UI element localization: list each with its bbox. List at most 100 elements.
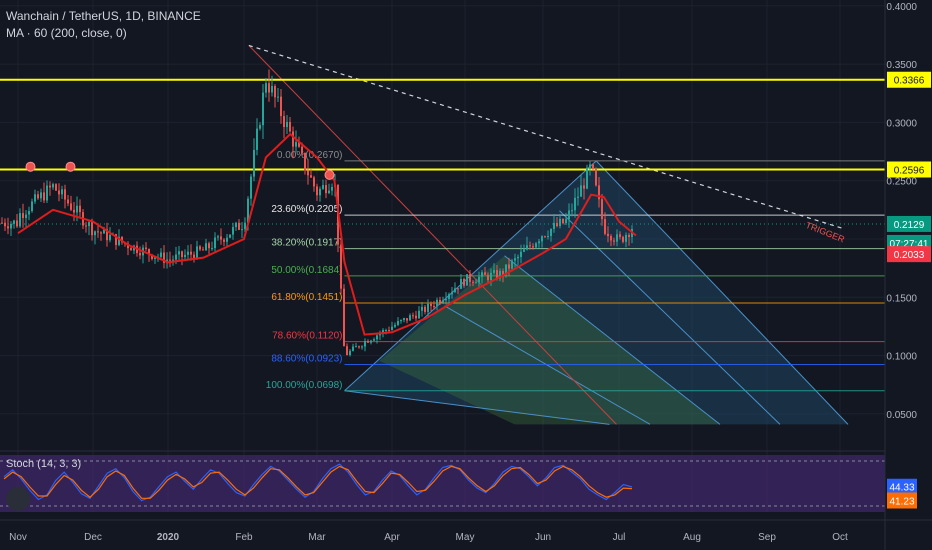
- candle-body: [244, 222, 246, 230]
- candle-body: [274, 86, 276, 98]
- time-tick-label: Aug: [683, 532, 701, 543]
- time-tick-label: Dec: [84, 532, 102, 543]
- candle-body: [79, 205, 81, 213]
- channel-line-red: [248, 45, 617, 425]
- fib-zone-green: [379, 255, 720, 425]
- candle-body: [460, 278, 462, 289]
- candle-body: [295, 142, 297, 147]
- time-tick-label: Sep: [758, 532, 776, 543]
- candle-body: [25, 214, 27, 218]
- candle-body: [241, 229, 243, 231]
- candle-body: [562, 218, 564, 224]
- candle-body: [169, 259, 171, 261]
- candle-body: [376, 335, 378, 340]
- candle-body: [247, 198, 249, 223]
- fib-fan-line: [595, 160, 849, 425]
- tradingview-logo-icon[interactable]: [6, 487, 30, 511]
- candle-body: [505, 264, 507, 276]
- candle-body: [610, 236, 612, 241]
- candle-body: [607, 233, 609, 237]
- candle-body: [388, 330, 390, 332]
- fib-fan-line: [344, 390, 610, 425]
- fib-level-label: 0.00%(0.2670): [277, 150, 343, 161]
- candle-body: [88, 222, 90, 227]
- time-tick-label: Nov: [9, 532, 27, 543]
- candle-body: [535, 243, 537, 248]
- candle-body: [16, 220, 18, 227]
- price-axis-bg: [885, 0, 932, 550]
- candle-body: [568, 210, 570, 220]
- candle-body: [619, 234, 621, 237]
- candle-body: [43, 192, 45, 201]
- candle-body: [208, 243, 210, 249]
- candle-body: [445, 298, 447, 301]
- fib-fan-line: [504, 255, 721, 425]
- candle-body: [220, 236, 222, 240]
- indicator-legend[interactable]: MA · 60 (200, close, 0): [6, 26, 127, 40]
- candle-body: [181, 251, 183, 257]
- candle-body: [457, 288, 459, 290]
- candle-body: [598, 185, 600, 200]
- candle-body: [13, 220, 15, 224]
- candle-body: [430, 303, 432, 307]
- candle-body: [373, 339, 375, 341]
- candle-body: [550, 228, 552, 236]
- candle-body: [10, 223, 12, 229]
- candle-body: [250, 176, 252, 199]
- fib-level-label: 50.00%(0.1684): [271, 265, 342, 276]
- fib-level-label: 100.00%(0.0698): [266, 380, 343, 391]
- stoch-k-tag: 44.33: [889, 483, 914, 494]
- candle-body: [97, 231, 99, 233]
- candle-body: [364, 341, 366, 347]
- candle-body: [115, 234, 117, 245]
- candle-body: [490, 272, 492, 281]
- candle-body: [268, 83, 270, 93]
- candle-body: [532, 246, 534, 248]
- time-tick-label: Jul: [613, 532, 626, 543]
- candle-body: [529, 245, 531, 247]
- candle-body: [508, 264, 510, 269]
- candle-body: [511, 260, 513, 269]
- time-tick-label: Oct: [832, 532, 848, 543]
- candle-body: [589, 164, 591, 168]
- candle-body: [160, 252, 162, 257]
- candle-body: [343, 288, 345, 347]
- candle-body: [172, 259, 174, 261]
- candle-body: [379, 333, 381, 336]
- candle-body: [586, 167, 588, 189]
- candle-body: [433, 306, 435, 308]
- candle-body: [571, 210, 573, 212]
- candle-body: [538, 241, 540, 244]
- candle-body: [52, 184, 54, 188]
- candle-body: [592, 164, 594, 169]
- candle-body: [262, 92, 264, 126]
- candle-body: [475, 282, 477, 284]
- candle-body: [481, 272, 483, 277]
- candle-body: [238, 222, 240, 230]
- candle-body: [472, 281, 474, 283]
- candle-body: [289, 122, 291, 132]
- candle-body: [4, 222, 6, 227]
- candle-body: [109, 234, 111, 241]
- candle-body: [418, 310, 420, 319]
- candle-body: [385, 330, 387, 332]
- candle-body: [340, 244, 342, 289]
- candle-body: [103, 229, 105, 234]
- candle-body: [331, 186, 333, 191]
- candle-body: [316, 186, 318, 196]
- candle-body: [424, 306, 426, 312]
- candle-body: [70, 203, 72, 210]
- candle-body: [469, 274, 471, 282]
- candle-body: [217, 236, 219, 238]
- candle-body: [91, 222, 93, 236]
- price-tick-label: 0.3500: [886, 60, 917, 71]
- stoch-band: [0, 455, 885, 512]
- candle-body: [355, 346, 357, 348]
- candle-body: [67, 199, 69, 204]
- symbol-title[interactable]: Wanchain / TetherUS, 1D, BINANCE: [6, 9, 201, 23]
- price-tick-label: 0.0500: [886, 410, 917, 421]
- candle-body: [604, 219, 606, 234]
- candle-body: [484, 272, 486, 275]
